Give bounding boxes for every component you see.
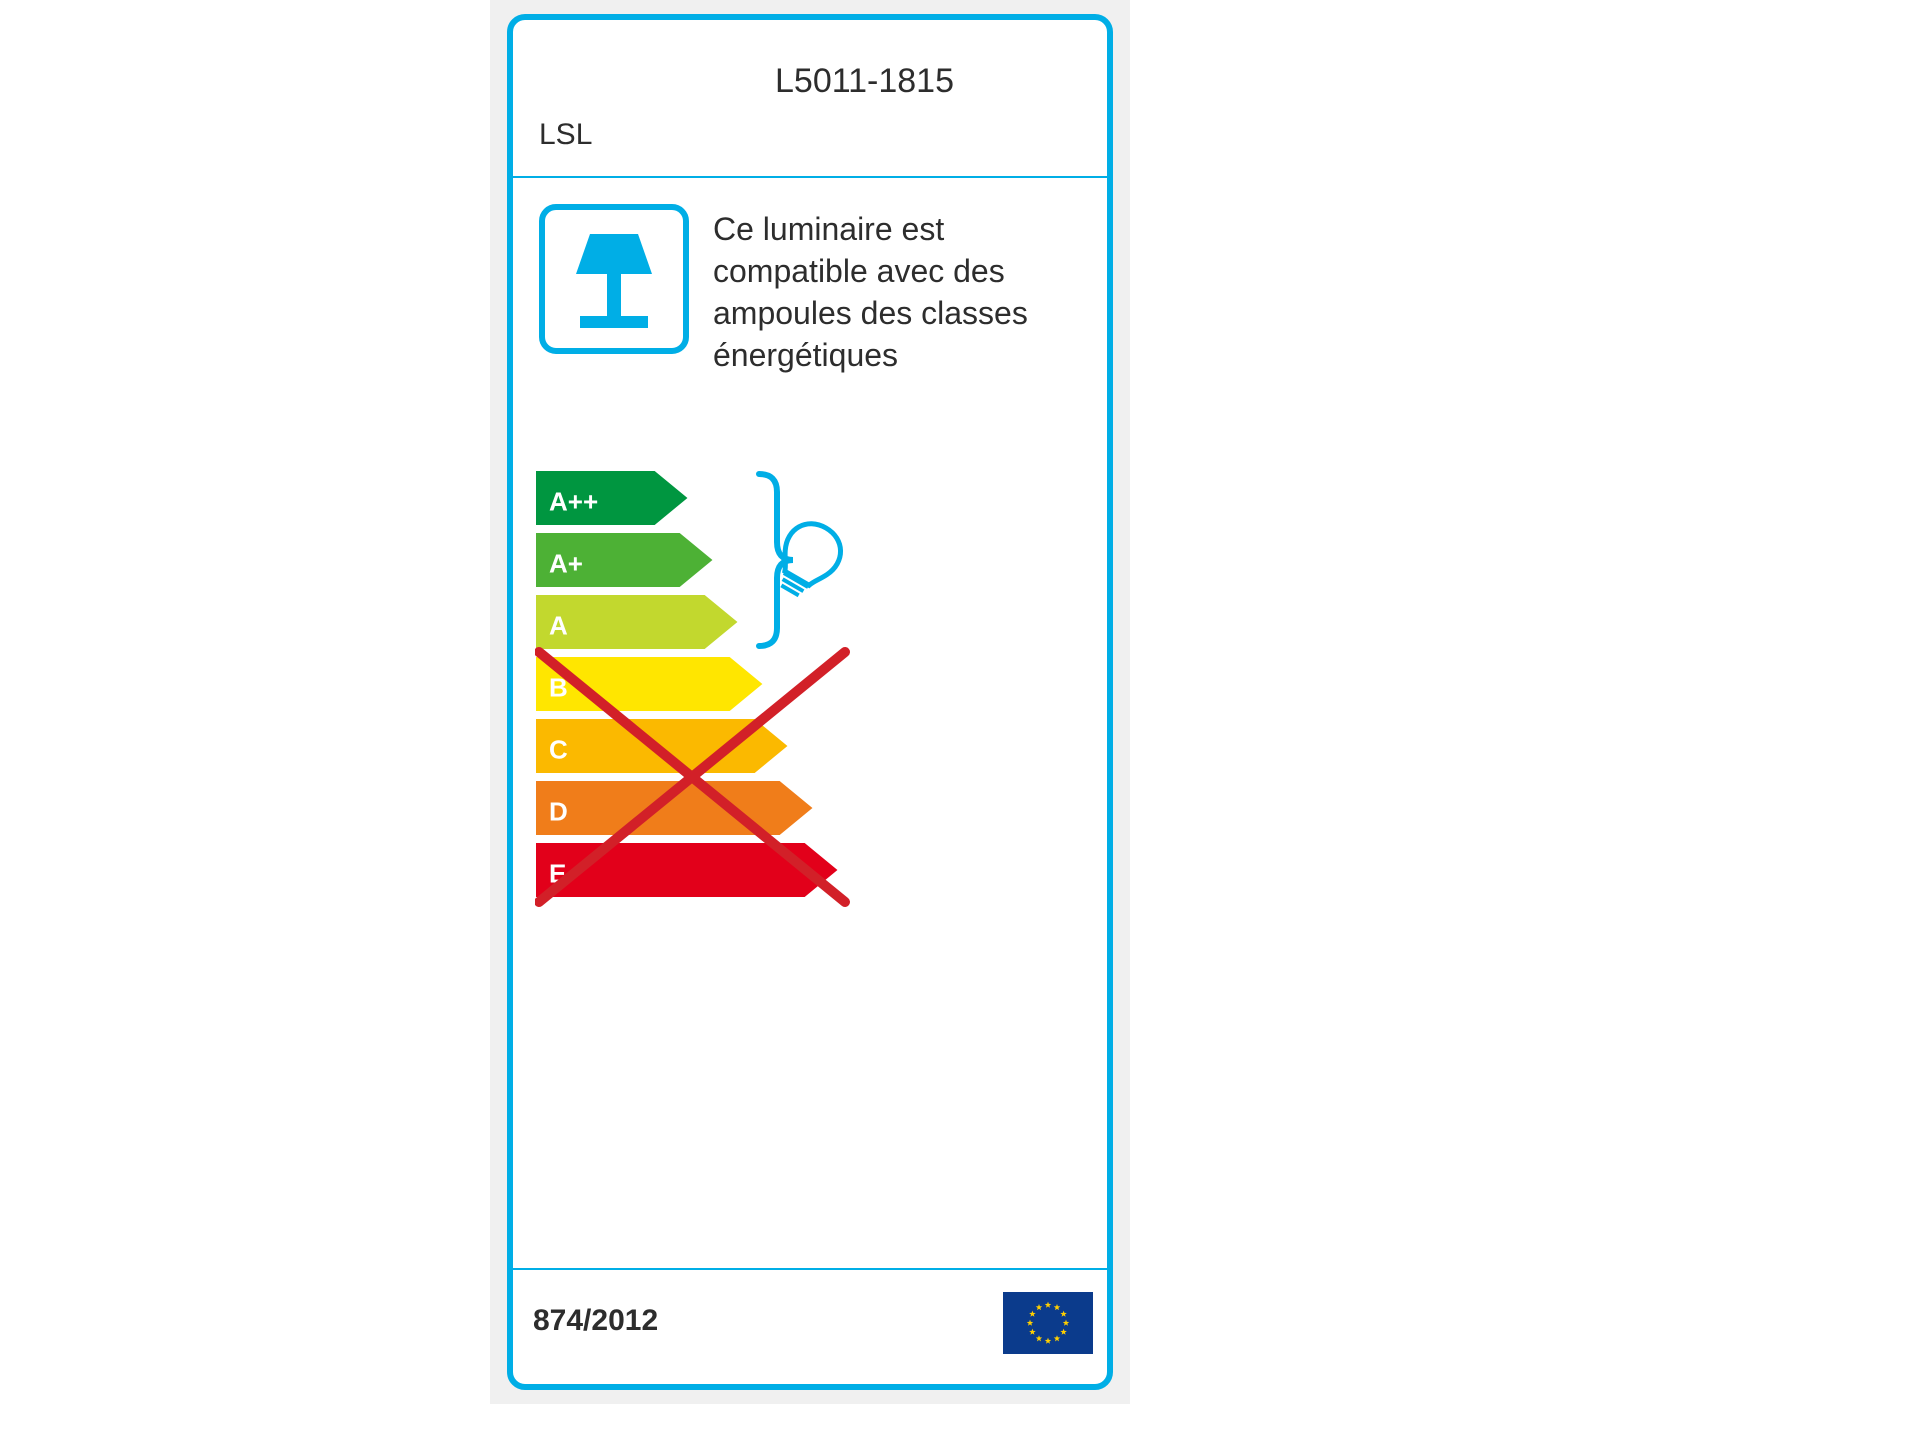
model-number: L5011-1815 [775, 62, 954, 101]
energy-class-diagram: A++A+ABCDE [535, 450, 1095, 1010]
luminaire-icon [539, 204, 689, 354]
energy-arrow-label: A [549, 610, 568, 640]
energy-arrow-label: D [549, 796, 568, 826]
brace-icon [759, 474, 793, 646]
footer-divider [513, 1268, 1107, 1270]
regulation-number: 874/2012 [533, 1304, 658, 1338]
energy-arrow-B [535, 656, 764, 712]
card-inner: LSL L5011-1815 Ce luminaire est compatib… [513, 20, 1107, 1384]
eu-flag-icon [1003, 1292, 1093, 1354]
energy-arrow-label: A+ [549, 548, 583, 578]
energy-label-card: LSL L5011-1815 Ce luminaire est compatib… [507, 14, 1113, 1390]
compatibility-description: Ce luminaire est compatible avec des amp… [713, 208, 1028, 376]
brand-text: LSL [539, 118, 592, 152]
energy-arrow-label: A++ [549, 486, 598, 516]
canvas: LSL L5011-1815 Ce luminaire est compatib… [0, 0, 1920, 1443]
energy-arrow-label: C [549, 734, 568, 764]
header-divider [513, 176, 1107, 178]
